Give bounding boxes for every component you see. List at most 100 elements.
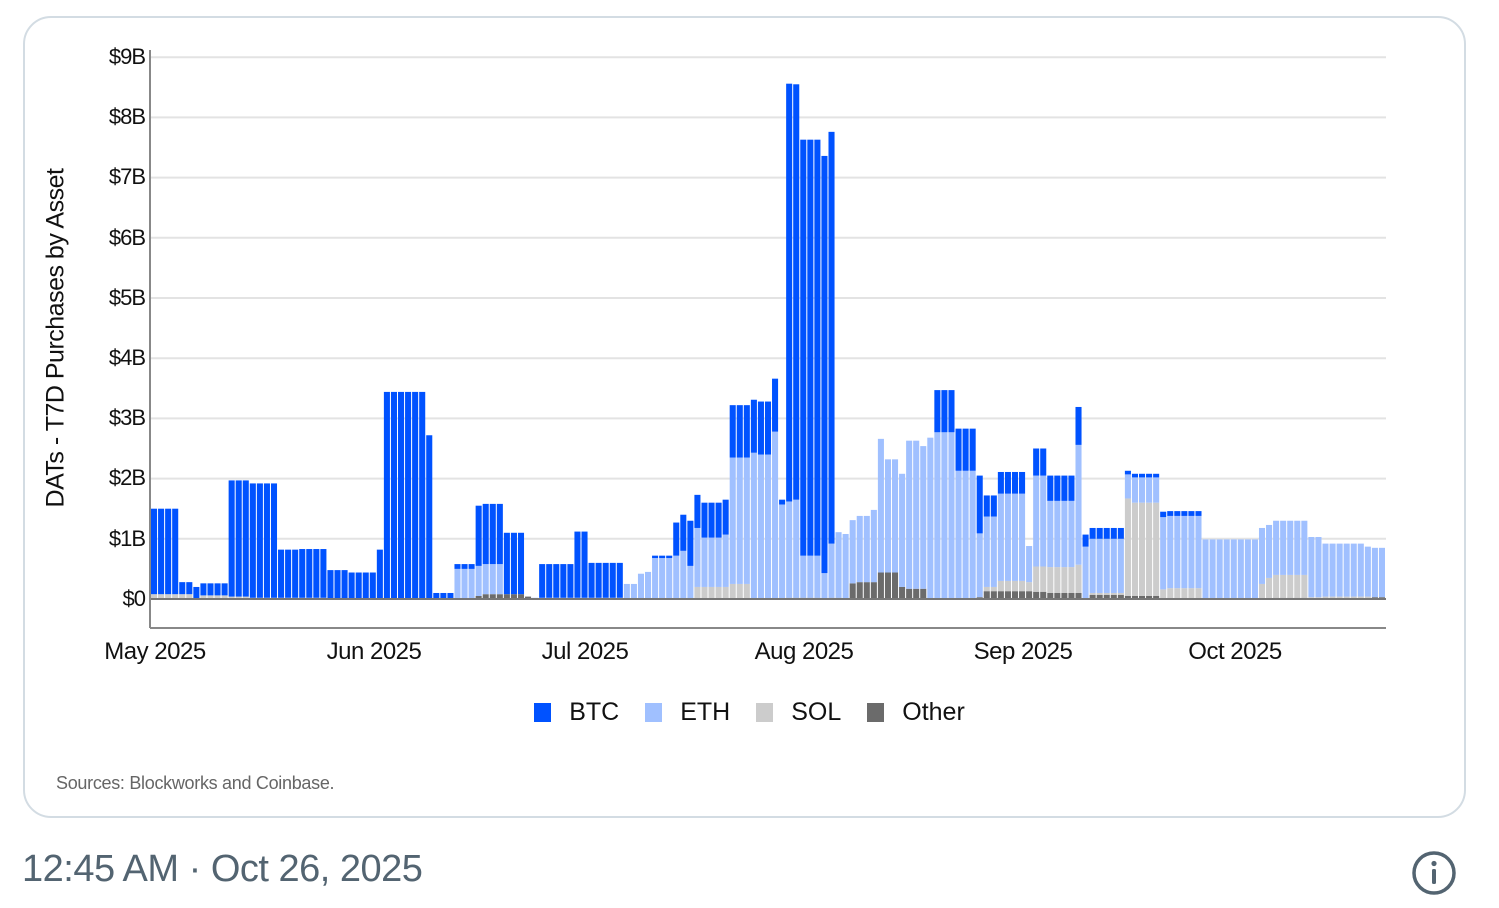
bar-segment-sol [1110,592,1117,595]
bar-segment-sol [1301,574,1308,598]
bar-segment-other [1089,594,1096,599]
bar-segment-sol [151,594,158,599]
bar-segment-btc [1004,471,1011,494]
bar-segment-btc [941,390,948,433]
bar-segment-sol [729,583,736,599]
bar-segment-eth [482,564,489,595]
y-tick: $9B [108,44,146,69]
legend-swatch-eth [645,703,663,722]
bar-segment-eth [786,501,793,598]
bar-segment-other [510,594,517,599]
bar-segment-sol [1026,582,1033,592]
bar-segment-btc [468,564,475,569]
bar-segment-sol [1040,566,1047,592]
bar-segment-btc [1181,511,1188,516]
y-tick: $8B [108,104,146,129]
bar-segment-btc [496,503,503,565]
bar-segment-sol [1011,580,1019,592]
legend-item-other[interactable]: Other [867,698,965,727]
bar-segment-btc [172,508,179,595]
bar-segment-btc [1011,471,1019,494]
bar-segment-eth [1343,543,1350,597]
bar-segment-other [899,586,906,599]
bar-segment-btc [616,562,623,598]
bar-segment-eth [800,555,807,598]
bar-segment-eth [934,432,941,599]
bar-segment-btc [1019,471,1026,494]
bar-segment-btc [510,532,517,595]
bar-segment-eth [990,516,997,587]
bar-segment-other [475,595,482,599]
legend-swatch-sol [756,703,774,722]
bar-segment-other [1110,594,1117,599]
bar-segment-eth [1075,444,1082,565]
bar-segment-sol [1336,596,1343,599]
bar-segment-btc [694,494,701,528]
bar-segment-eth [1110,538,1117,593]
bar-segment-eth [496,564,503,595]
bar-segment-eth [454,568,461,599]
bar-segment-sol [997,580,1004,592]
bar-segment-btc [186,582,193,595]
bar-segment-btc [242,480,249,597]
bar-segment-btc [1054,475,1061,501]
bar-segment-eth [1004,493,1011,581]
bar-segment-btc [1061,475,1068,501]
info-circle-icon[interactable] [1411,850,1457,896]
bar-segment-other [503,594,510,599]
bar-segment-eth [1251,539,1258,599]
x-tick: Aug 2025 [754,638,854,665]
bar-segment-btc [976,475,983,534]
bar-segment-eth [779,504,786,599]
bar-segment-btc [221,583,228,596]
bar-segment-btc [539,564,546,598]
bar-segment-other [1153,595,1160,599]
bar-segment-eth [849,520,856,584]
bar-segment-btc [983,495,990,517]
bar-segment-btc [1033,448,1040,476]
legend-item-eth[interactable]: ETH [645,698,730,727]
bar-segment-btc [376,549,383,599]
y-tick: $6B [108,225,146,250]
bar-segment-btc [1096,527,1103,539]
bar-segment-eth [1096,538,1103,593]
bar-segment-sol [1195,588,1202,599]
bar-segment-btc [1153,473,1160,478]
bar-segment-eth [1181,515,1188,589]
bar-segment-eth [1350,543,1357,597]
bar-segment-sol [736,583,743,599]
bar-segment-eth [1287,520,1294,575]
bar-segment-btc [750,399,757,453]
bar-segment-btc [355,572,362,599]
bar-segment-sol [1146,502,1153,596]
bar-segment-eth [842,533,849,599]
bar-segment-sol [179,594,186,599]
legend-label: Other [902,698,965,726]
bar-segment-eth [708,537,715,587]
bar-segment-sol [186,594,193,599]
bar-segment-btc [412,391,419,599]
bar-segment-eth [807,555,814,598]
legend-item-sol[interactable]: SOL [756,698,841,727]
bar-segment-sol [214,595,221,599]
bar-segment-other [1019,591,1026,599]
bar-segment-btc [1089,527,1096,539]
bar-segment-eth [899,473,906,587]
bar-segment-sol [200,595,207,599]
bar-segment-btc [348,572,355,599]
bar-segment-btc [1103,527,1110,539]
post-timestamp[interactable]: 12:45 AM · Oct 26, 2025 [22,848,423,890]
bar-segment-eth [1117,538,1124,593]
bar-segment-other [1146,595,1153,599]
bar-segment-sol [1174,588,1181,599]
bar-segment-btc [997,471,1004,494]
legend-item-btc[interactable]: BTC [534,698,619,727]
bar-segment-btc [193,586,200,599]
bar-segment-sol [1167,588,1174,599]
bar-segment-other [884,572,891,599]
bar-segment-sol [242,596,249,599]
bar-segment-other [1068,592,1075,599]
bar-segment-btc [948,390,955,433]
bar-segment-btc [158,508,165,595]
bar-segment-other [906,588,913,599]
